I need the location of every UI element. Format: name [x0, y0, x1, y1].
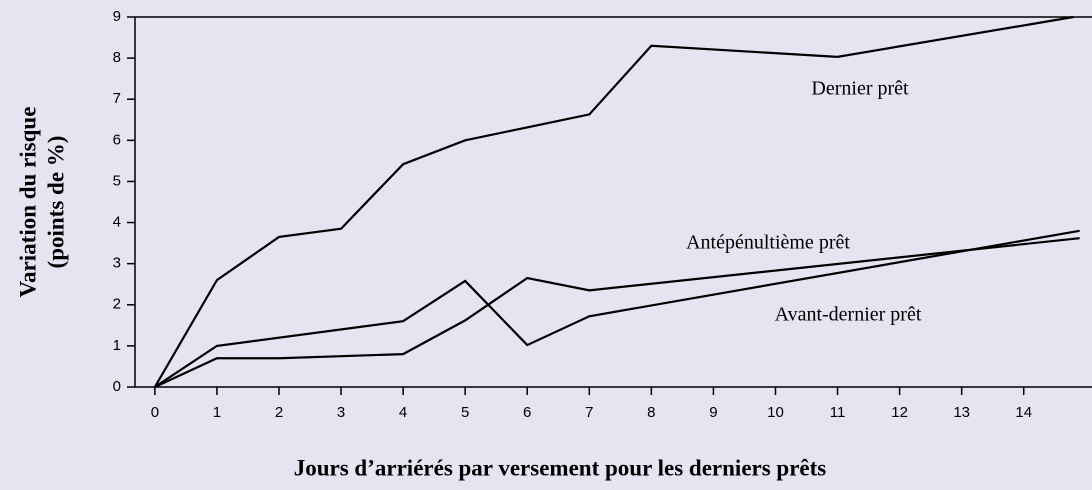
x-tick-label: 0 [151, 404, 159, 421]
y-tick-label: 9 [113, 8, 121, 25]
x-tick-label: 4 [399, 404, 407, 421]
y-tick-label: 2 [113, 296, 121, 313]
y-axis-label: Variation du risque [15, 107, 40, 298]
x-tick-label: 14 [1015, 404, 1032, 421]
line-series [154, 237, 1080, 388]
x-tick-label: 2 [275, 404, 283, 421]
line-series [154, 229, 1080, 388]
line-series [153, 15, 1074, 388]
x-tick-label: 3 [337, 404, 345, 421]
y-tick-label: 7 [113, 90, 121, 107]
series-label: Dernier prêt [811, 78, 909, 100]
y-tick-label: 5 [113, 172, 121, 189]
x-tick-label: 11 [830, 404, 846, 421]
y-axis-label: (points de %) [43, 136, 68, 269]
x-tick-label: 7 [585, 404, 593, 421]
x-tick-label: 6 [523, 404, 531, 421]
x-tick-label: 5 [461, 404, 469, 421]
x-tick-label: 10 [767, 404, 784, 421]
x-tick-label: 13 [953, 404, 970, 421]
y-tick-label: 4 [113, 214, 121, 231]
x-tick-label: 1 [213, 404, 221, 421]
series-label: Antépénultième prêt [686, 232, 850, 254]
x-tick-label: 9 [709, 404, 717, 421]
x-tick-label: 8 [647, 404, 655, 421]
x-tick-label: 12 [891, 404, 908, 421]
series-label: Avant-dernier prêt [775, 304, 922, 326]
y-tick-label: 0 [113, 378, 121, 395]
y-tick-label: 6 [113, 131, 121, 148]
x-axis-label: Jours d’arriérés par versement pour les … [294, 455, 827, 480]
y-tick-label: 1 [113, 337, 121, 354]
y-tick-label: 3 [113, 255, 121, 272]
y-tick-label: 8 [113, 49, 121, 66]
